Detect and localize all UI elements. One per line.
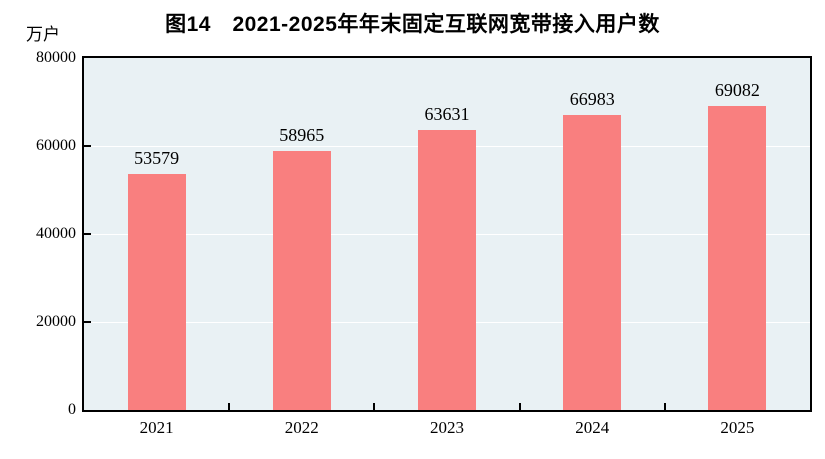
- y-axis-tick: [84, 145, 91, 147]
- y-axis-tick-label: 0: [68, 401, 76, 418]
- y-axis-tick: [84, 321, 91, 323]
- x-axis-tick-label: 2025: [720, 418, 755, 437]
- y-axis-tick-label: 80000: [36, 49, 76, 66]
- bar-value-label: 66983: [569, 89, 615, 110]
- bar-value-label: 58965: [279, 124, 325, 145]
- chart-title: 图14 2021-2025年年末固定互联网宽带接入用户数: [165, 13, 660, 36]
- x-axis-tick-label: 2023: [429, 418, 464, 437]
- x-axis-tick: [663, 403, 666, 410]
- y-axis-tick-label: 60000: [36, 137, 76, 154]
- bar-value-label: 69082: [714, 80, 760, 101]
- bar-2024: [563, 115, 622, 410]
- x-axis-tick: [373, 403, 376, 410]
- x-axis-tick-label: 2021: [139, 418, 174, 437]
- x-axis-tick: [518, 403, 521, 410]
- bar-2022: [272, 150, 331, 410]
- bar-value-label: 53579: [134, 148, 180, 169]
- y-axis-unit-label: 万户: [26, 25, 60, 44]
- x-axis-tick-label: 2024: [575, 418, 610, 437]
- y-axis-tick-label: 20000: [36, 313, 76, 330]
- plot-area: 53579 58965 63631 66983 69082: [82, 56, 812, 412]
- y-axis-tick-label: 40000: [36, 225, 76, 242]
- x-axis-tick: [228, 403, 231, 410]
- bar-2021: [127, 174, 186, 410]
- bar-2025: [708, 106, 767, 410]
- y-axis-tick: [84, 233, 91, 235]
- bar-value-label: 63631: [424, 104, 470, 125]
- x-axis-tick-label: 2022: [284, 418, 319, 437]
- bar-2023: [418, 130, 476, 410]
